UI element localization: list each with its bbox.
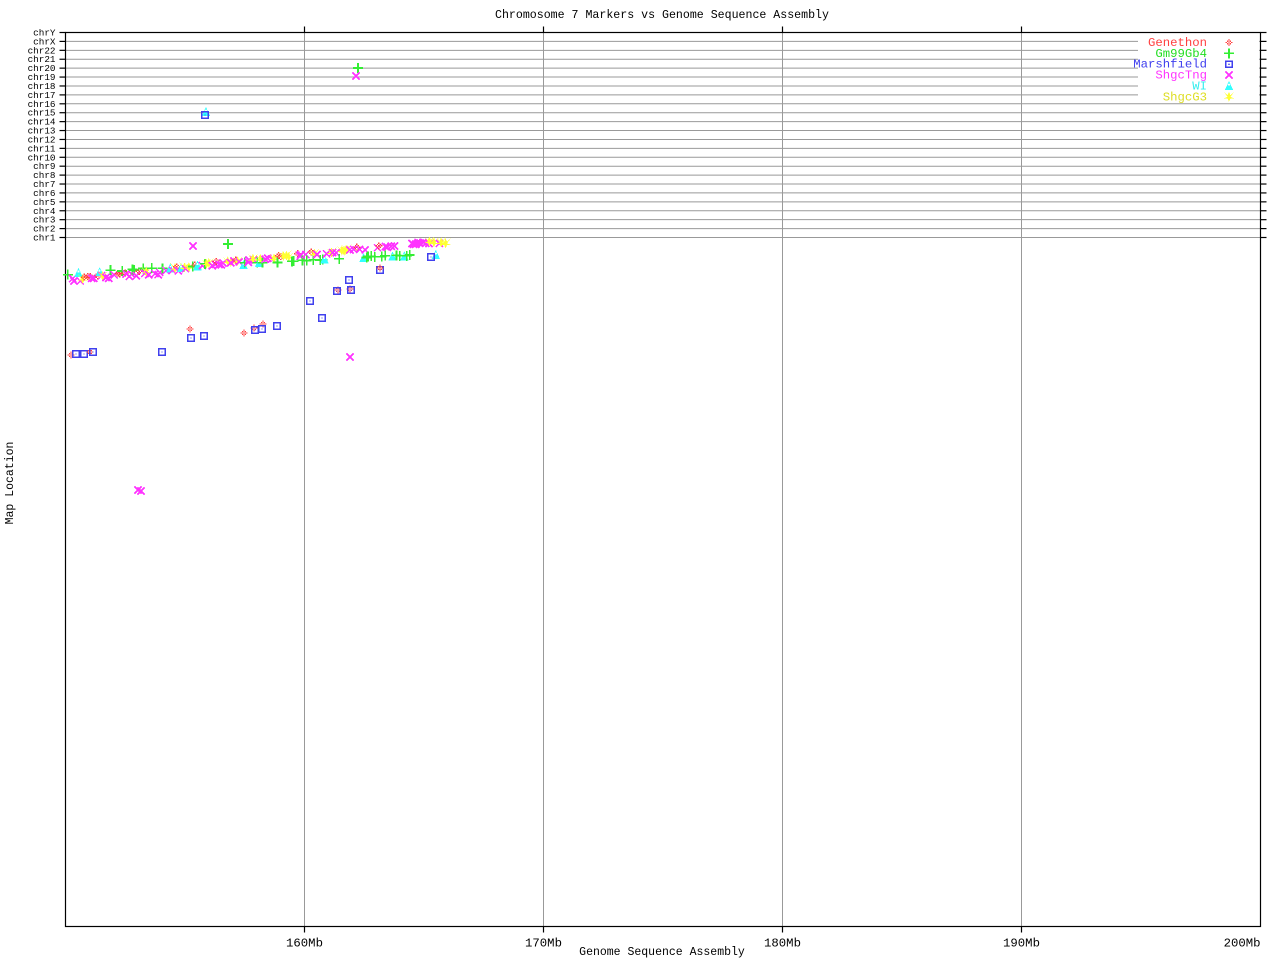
svg-text:190Mb: 190Mb: [1003, 937, 1040, 951]
svg-text:160Mb: 160Mb: [286, 937, 323, 951]
svg-text:Chromosome 7 Markers vs Genome: Chromosome 7 Markers vs Genome Sequence …: [495, 9, 829, 22]
svg-text:ShgcG3: ShgcG3: [1163, 90, 1207, 104]
svg-text:Genome Sequence Assembly: Genome Sequence Assembly: [579, 946, 745, 959]
svg-text:chr1: chr1: [33, 233, 56, 244]
svg-text:180Mb: 180Mb: [764, 937, 801, 951]
svg-text:200Mb: 200Mb: [1224, 937, 1261, 951]
svg-text:170Mb: 170Mb: [525, 937, 562, 951]
svg-text:Map Location: Map Location: [4, 442, 17, 525]
